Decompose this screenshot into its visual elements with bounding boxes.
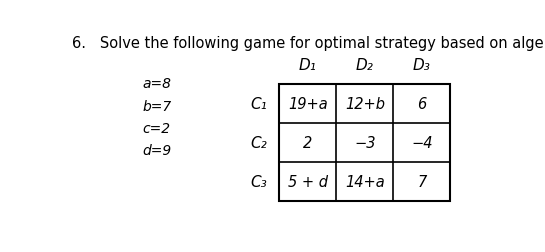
Text: 7: 7 xyxy=(417,174,427,189)
Text: c=2: c=2 xyxy=(142,121,170,135)
Text: −4: −4 xyxy=(411,135,433,150)
Text: C₃: C₃ xyxy=(251,174,268,189)
Text: d=9: d=9 xyxy=(142,144,171,158)
Text: 12+b: 12+b xyxy=(345,97,385,111)
Text: a=8: a=8 xyxy=(142,77,171,91)
Text: 19+a: 19+a xyxy=(288,97,328,111)
Text: C₁: C₁ xyxy=(251,97,268,111)
Text: D₂: D₂ xyxy=(356,58,374,73)
Text: 5 + d: 5 + d xyxy=(288,174,328,189)
Text: −3: −3 xyxy=(354,135,376,150)
Text: 2: 2 xyxy=(303,135,312,150)
Text: 14+a: 14+a xyxy=(345,174,385,189)
Text: D₁: D₁ xyxy=(299,58,317,73)
Text: 6: 6 xyxy=(417,97,427,111)
Text: b=7: b=7 xyxy=(142,99,171,113)
Text: 6.   Solve the following game for optimal strategy based on algebraic method:: 6. Solve the following game for optimal … xyxy=(72,36,545,51)
Text: D₃: D₃ xyxy=(413,58,431,73)
Text: C₂: C₂ xyxy=(251,135,268,150)
